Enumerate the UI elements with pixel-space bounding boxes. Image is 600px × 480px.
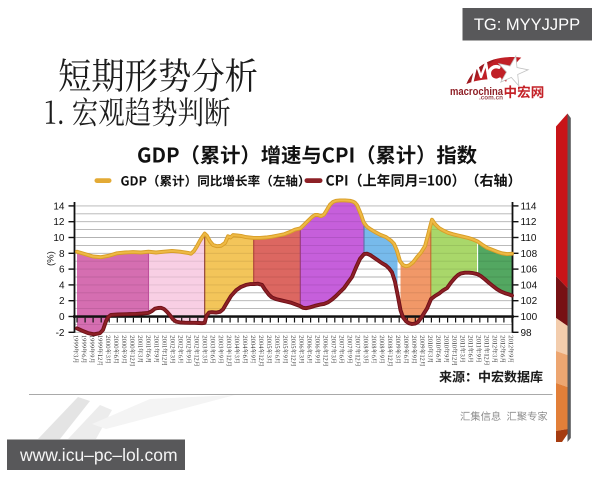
svg-text:14: 14 xyxy=(53,201,65,212)
svg-text:0: 0 xyxy=(59,312,65,323)
svg-text:TG: MYYJJPP: TG: MYYJJPP xyxy=(474,16,580,34)
svg-text:114: 114 xyxy=(521,201,537,212)
svg-text:102: 102 xyxy=(521,296,538,307)
svg-text:macrochina: macrochina xyxy=(450,86,504,98)
svg-text:6: 6 xyxy=(59,265,65,276)
svg-text:110: 110 xyxy=(521,233,537,244)
svg-text:12: 12 xyxy=(53,217,65,228)
svg-text:100: 100 xyxy=(521,312,538,323)
svg-text:2: 2 xyxy=(59,296,65,307)
svg-text:.com.cn: .com.cn xyxy=(479,96,503,102)
svg-text:8: 8 xyxy=(59,249,65,260)
svg-text:www.icu–pc–lol.com: www.icu–pc–lol.com xyxy=(19,445,178,465)
svg-text:108: 108 xyxy=(521,249,538,260)
svg-text:112: 112 xyxy=(521,217,537,228)
svg-text:98: 98 xyxy=(521,328,533,339)
svg-text:4: 4 xyxy=(59,280,65,291)
svg-text:104: 104 xyxy=(521,280,538,291)
svg-text:-2: -2 xyxy=(56,328,65,339)
svg-text:106: 106 xyxy=(521,265,538,276)
svg-text:(%): (%) xyxy=(46,251,57,266)
svg-text:10: 10 xyxy=(53,233,65,244)
